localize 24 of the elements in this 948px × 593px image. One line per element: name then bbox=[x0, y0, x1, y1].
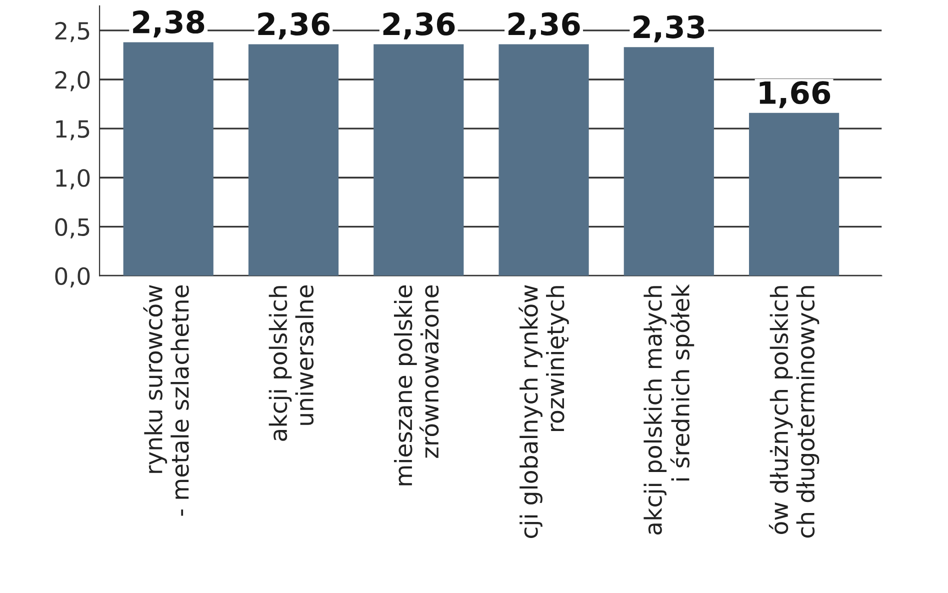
bar bbox=[748, 112, 840, 276]
bar bbox=[248, 44, 339, 276]
data-label: 2,36 bbox=[258, 12, 330, 40]
y-tick-label: 2,0 bbox=[55, 70, 90, 92]
bar bbox=[123, 42, 214, 276]
bar bbox=[498, 44, 589, 276]
bar bbox=[374, 44, 464, 276]
data-label: 2,38 bbox=[133, 10, 204, 38]
data-label: 2,33 bbox=[634, 15, 704, 42]
data-label: 2,36 bbox=[383, 12, 455, 40]
x-tick-label: cji globalnych rynków rozwiniętych bbox=[518, 285, 569, 538]
x-tick-label: ów dłużnych polskich ch długoterminowych bbox=[768, 286, 820, 538]
y-tick-label: 0,5 bbox=[55, 218, 90, 238]
x-tick-label: akcji polskich małych i średnich spółek bbox=[644, 284, 694, 534]
x-tick-label: rynku surowców - metale szlachetne bbox=[143, 285, 189, 516]
y-tick-label: 1,0 bbox=[56, 169, 90, 190]
bar bbox=[624, 47, 714, 276]
y-tick-label: 2,5 bbox=[55, 22, 90, 42]
data-label: 2,36 bbox=[508, 12, 580, 40]
data-label: 1,66 bbox=[760, 81, 830, 108]
y-tick-label: 1,5 bbox=[56, 120, 90, 140]
x-tick-label: mieszane polskie zrównoważone bbox=[394, 285, 439, 486]
x-tick-label: akcji polskich uniwersalne bbox=[268, 285, 314, 441]
y-tick-label: 0,0 bbox=[55, 267, 90, 288]
